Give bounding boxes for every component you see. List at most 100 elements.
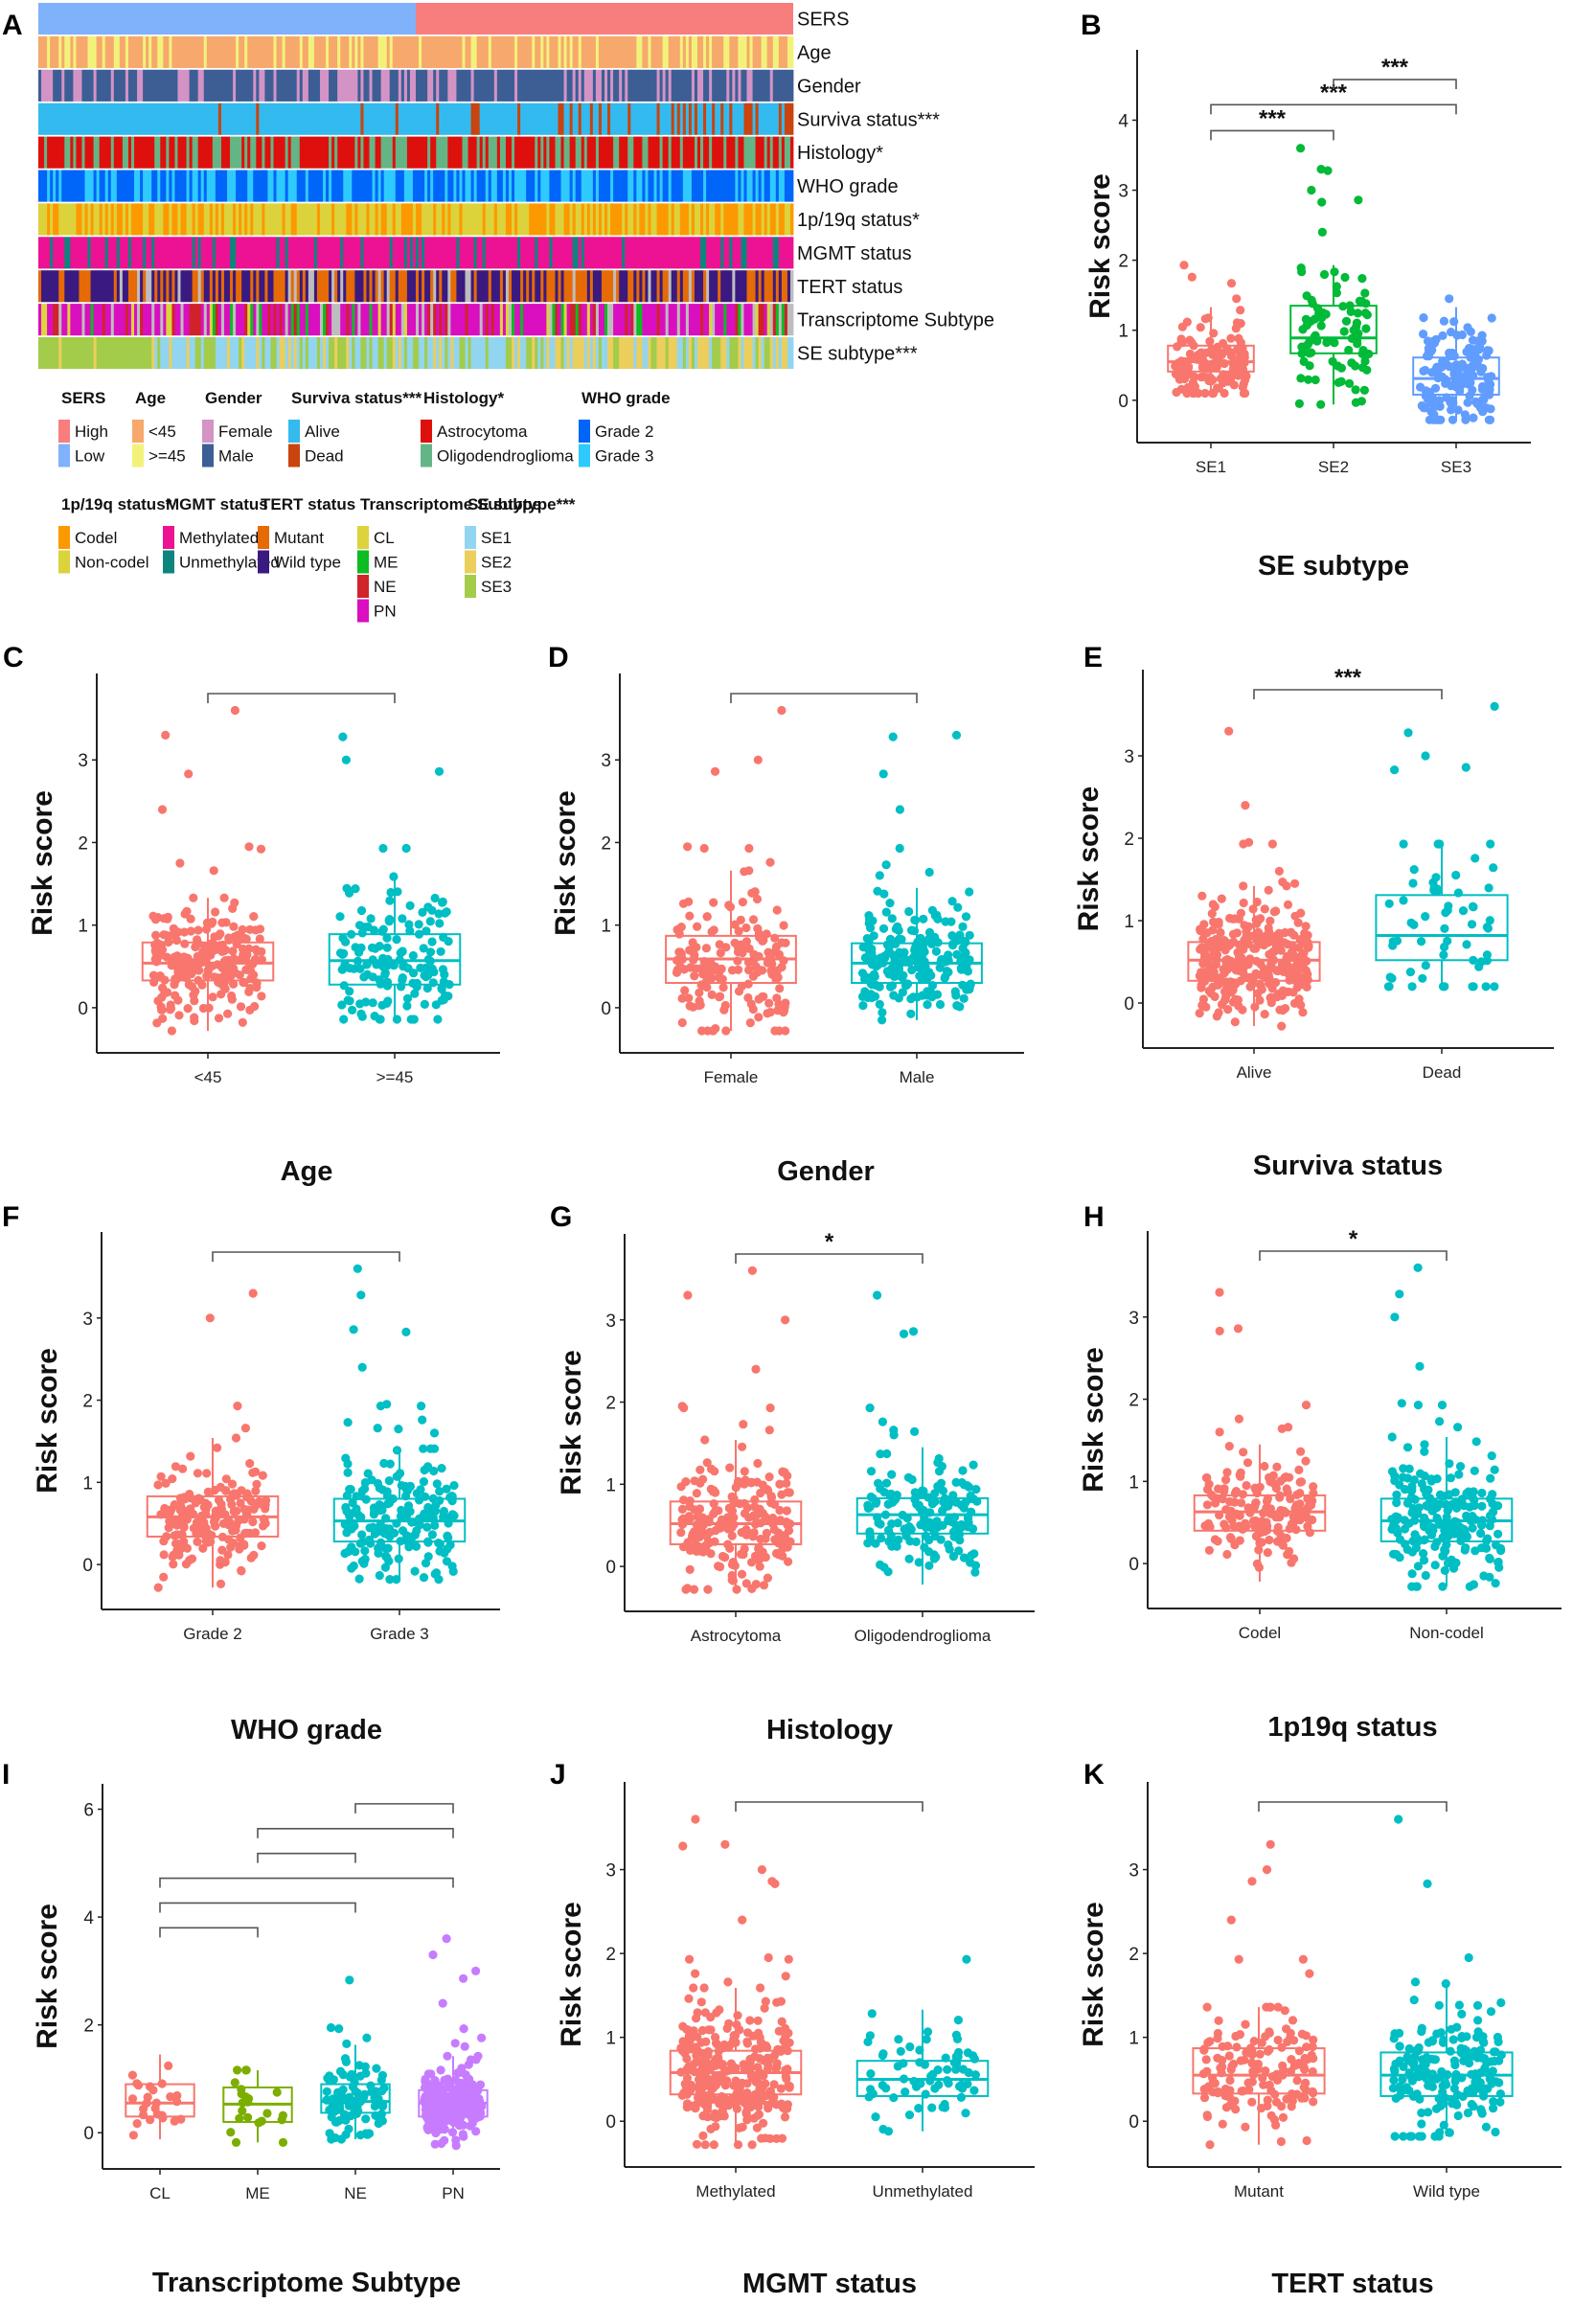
heatmap-cell: [671, 203, 675, 236]
data-point: [416, 963, 425, 973]
heatmap-cell: [354, 203, 358, 236]
heatmap-cell: [743, 136, 747, 169]
heatmap-cell: [50, 270, 54, 303]
heatmap-cell: [430, 136, 434, 169]
heatmap-cell: [273, 304, 277, 336]
heatmap-cell: [209, 237, 214, 269]
heatmap-cell: [110, 337, 115, 370]
heatmap-cell: [169, 103, 172, 135]
heatmap-cell: [465, 304, 468, 336]
heatmap-cell: [636, 270, 640, 303]
heatmap-cell: [220, 203, 225, 236]
data-point-outlier: [373, 1424, 382, 1433]
heatmap-cell: [419, 304, 422, 336]
data-point: [228, 1526, 238, 1536]
heatmap-cell: [331, 304, 335, 336]
heatmap-cell: [262, 237, 265, 269]
heatmap-cell: [586, 304, 591, 336]
heatmap-cell: [217, 103, 222, 135]
heatmap-cell: [203, 337, 208, 370]
heatmap-cell: [685, 103, 690, 135]
heatmap-cell: [354, 35, 358, 68]
data-point: [1302, 956, 1311, 966]
heatmap-cell: [656, 35, 660, 68]
heatmap-cell: [287, 136, 292, 169]
heatmap-cell: [529, 103, 533, 135]
heatmap-cell: [354, 304, 358, 336]
heatmap-cell: [287, 103, 292, 135]
heatmap-cell: [772, 136, 777, 169]
heatmap-cell: [334, 136, 338, 169]
heatmap-cell: [110, 304, 115, 336]
heatmap-cell: [625, 270, 628, 303]
heatmap-cell: [125, 203, 129, 236]
heatmap-cell: [764, 203, 768, 236]
heatmap-cell: [569, 270, 574, 303]
heatmap-cell: [445, 103, 448, 135]
data-point: [878, 1015, 887, 1025]
x-axis-title: WHO grade: [231, 1715, 382, 1745]
heatmap-cell: [285, 170, 289, 202]
heatmap-cell: [656, 304, 660, 336]
heatmap-cell: [738, 337, 741, 370]
data-point: [697, 1026, 707, 1036]
heatmap-cell: [581, 337, 585, 370]
heatmap-cell: [569, 103, 574, 135]
heatmap-cell: [302, 170, 307, 202]
heatmap-cell: [563, 304, 567, 336]
data-point: [343, 1468, 353, 1477]
heatmap-cell: [784, 304, 788, 336]
data-point: [1226, 352, 1237, 361]
heatmap-cell: [642, 136, 646, 169]
data-point: [252, 983, 262, 992]
heatmap-row-label: Surviva status***: [797, 109, 940, 130]
heatmap-cell: [241, 270, 245, 303]
heatmap-cell: [636, 237, 640, 269]
legend-label: Female: [218, 422, 273, 441]
data-point: [912, 951, 922, 961]
heatmap-cell: [41, 304, 45, 336]
data-point: [1360, 308, 1370, 318]
data-point: [435, 919, 445, 928]
heatmap-cell: [703, 170, 707, 202]
heatmap-cell: [589, 270, 594, 303]
heatmap-cell: [502, 35, 507, 68]
heatmap-cell: [676, 270, 681, 303]
heatmap-cell: [223, 170, 228, 202]
data-point: [961, 912, 971, 922]
heatmap-cell: [502, 69, 507, 102]
x-tick-label: >=45: [376, 1068, 414, 1086]
heatmap-cell: [400, 69, 405, 102]
heatmap-cell: [125, 304, 129, 336]
data-point-outlier: [394, 1425, 403, 1434]
data-point: [1383, 982, 1393, 992]
heatmap-cell: [616, 237, 620, 269]
heatmap-cell: [575, 304, 580, 336]
heatmap-cell: [386, 270, 391, 303]
heatmap-cell: [479, 237, 484, 269]
heatmap-cell: [558, 203, 561, 236]
data-point: [182, 1543, 192, 1553]
heatmap-cell: [81, 69, 85, 102]
heatmap-cell: [422, 103, 425, 135]
heatmap-cell: [781, 304, 786, 336]
heatmap-cell: [76, 103, 80, 135]
data-point: [217, 940, 227, 950]
heatmap-row-label: 1p/19q status*: [797, 210, 920, 231]
heatmap-cell: [372, 136, 376, 169]
heatmap-cell: [354, 136, 358, 169]
data-point: [1417, 937, 1426, 947]
heatmap-cell: [127, 35, 132, 68]
legend-title: TERT status: [261, 495, 355, 513]
heatmap-cell: [549, 270, 553, 303]
heatmap-cell: [732, 237, 736, 269]
data-point: [1308, 299, 1317, 308]
heatmap-cell: [192, 69, 196, 102]
heatmap-cell: [273, 270, 277, 303]
heatmap-cell: [761, 170, 765, 202]
heatmap-cell: [171, 337, 175, 370]
heatmap-cell: [398, 270, 402, 303]
heatmap-cell: [732, 304, 736, 336]
heatmap-cell: [122, 35, 126, 68]
data-point: [436, 947, 445, 956]
